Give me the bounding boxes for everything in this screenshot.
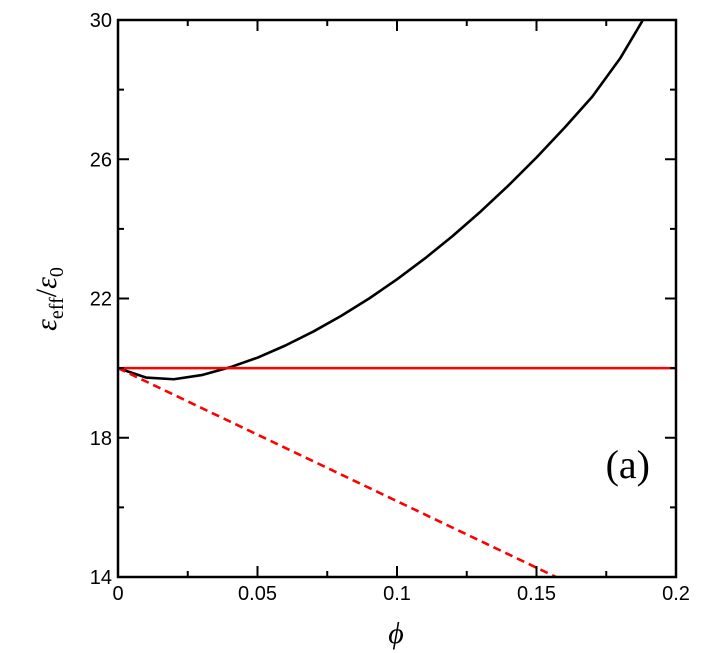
plot-frame [116,18,678,579]
y-axis-label-prefix-sub: eff [46,297,68,319]
y-tick-label: 30 [90,10,112,32]
x-tick-label: 0.1 [383,583,411,605]
x-tick-label: 0.15 [517,583,556,605]
panel-label: (a) [606,442,650,487]
y-tick-label: 14 [90,567,112,589]
y-axis-label-slash: / [30,288,63,297]
y-axis-label-suffix-sub: 0 [46,267,68,277]
series-line-1-solid [117,20,644,381]
y-axis-label-suffix: ε [30,277,63,289]
x-tick-label: 0.2 [662,583,690,605]
x-tick-label: 0.05 [238,583,277,605]
y-axis-label-prefix: ε [30,319,63,331]
y-tick-label: 26 [90,149,112,171]
y-axis-label: εeff/ε0 [30,267,68,331]
y-tick-label: 18 [90,428,112,450]
series-line-3-dashed [117,366,557,579]
series-layer [117,20,676,579]
x-ticks: 0 0.05 0.1 0.15 0.2 [112,20,690,605]
y-tick-label: 22 [90,289,112,311]
y-ticks: 14 18 22 26 30 [90,10,676,589]
x-axis-label: ϕ [388,617,404,650]
x-tick-label: 0 [112,583,123,605]
